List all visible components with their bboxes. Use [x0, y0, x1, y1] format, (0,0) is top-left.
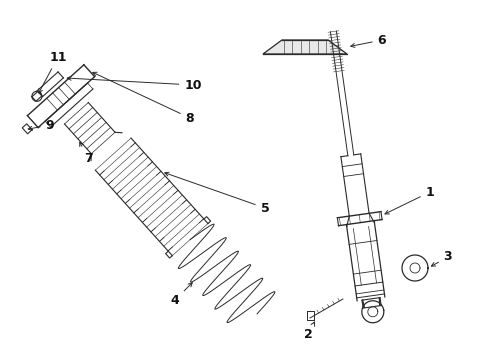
Text: 1: 1	[385, 185, 434, 214]
Text: 2: 2	[304, 322, 315, 342]
Text: 3: 3	[431, 251, 452, 266]
Text: 5: 5	[165, 172, 270, 215]
Text: 6: 6	[351, 33, 386, 48]
Text: 11: 11	[39, 50, 67, 93]
Text: 10: 10	[67, 76, 202, 91]
Text: 8: 8	[93, 72, 195, 125]
Text: 9: 9	[28, 118, 54, 131]
Polygon shape	[263, 40, 347, 54]
Text: 7: 7	[80, 142, 93, 165]
Text: 4: 4	[171, 283, 192, 306]
